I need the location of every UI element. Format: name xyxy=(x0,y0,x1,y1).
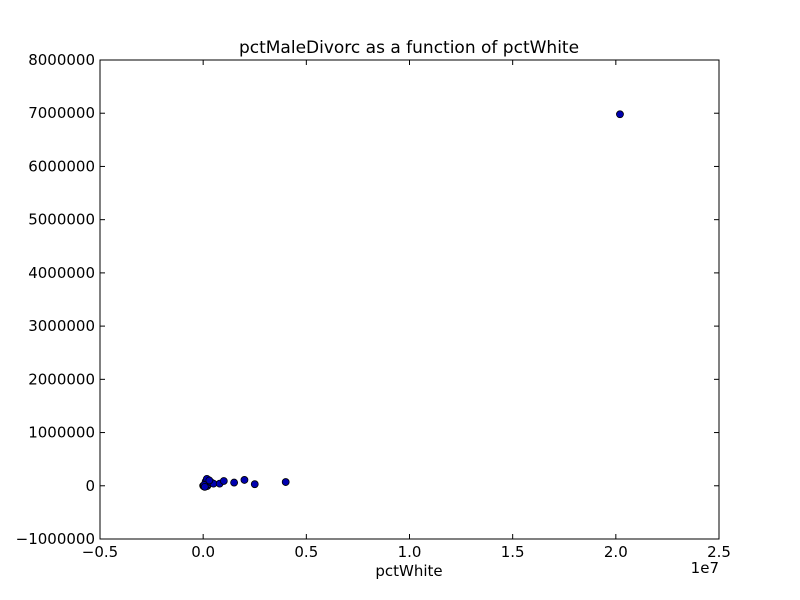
y-tick-label: 8000000 xyxy=(28,51,95,69)
y-tick-label: 1000000 xyxy=(28,424,95,442)
data-point xyxy=(205,476,214,485)
chart-title: pctMaleDivorc as a function of pctWhite xyxy=(239,38,579,58)
y-tick-label: −1000000 xyxy=(16,530,95,548)
y-tick-label: 5000000 xyxy=(28,211,95,229)
plot-area xyxy=(99,59,720,540)
data-point xyxy=(240,476,249,484)
data-point xyxy=(230,478,239,487)
x-tick-label: 1.5 xyxy=(501,543,525,561)
y-tick-label: 3000000 xyxy=(28,317,95,335)
x-tick-label: −0.5 xyxy=(82,543,118,561)
x-axis-label: pctWhite xyxy=(375,562,442,580)
y-tick-label: 6000000 xyxy=(28,157,95,175)
y-tick-label: 7000000 xyxy=(28,104,95,122)
data-point xyxy=(250,480,259,489)
data-point xyxy=(200,482,209,491)
data-point xyxy=(219,477,228,485)
y-tick-label: 0 xyxy=(85,477,95,495)
data-point xyxy=(616,110,624,119)
x-tick-label: 0.5 xyxy=(294,543,318,561)
x-tick-label: 2.5 xyxy=(707,543,731,561)
x-tick-label: 0.0 xyxy=(191,543,215,561)
y-axis-ticks: −1000000 0 1000000 2000000 3000000 4000000 500… xyxy=(16,51,719,548)
y-tick-label: 2000000 xyxy=(28,370,95,388)
x-axis-ticks: −0.5 0.0 0.5 1.0 1.5 2.0 2.5 xyxy=(82,60,731,561)
x-tick-label: 2.0 xyxy=(604,543,628,561)
x-tick-label: 1.0 xyxy=(398,543,422,561)
data-point xyxy=(281,478,290,486)
x-axis-offset-label: 1e7 xyxy=(691,559,719,577)
scatter-points xyxy=(199,110,624,491)
y-tick-label: 4000000 xyxy=(28,264,95,282)
